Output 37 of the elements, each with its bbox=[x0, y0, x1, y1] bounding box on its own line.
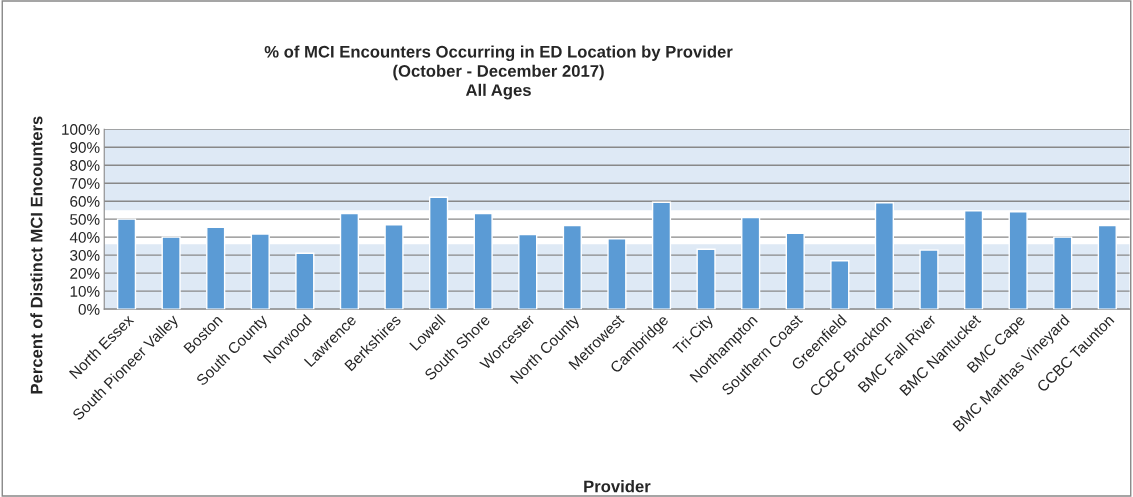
bar bbox=[428, 196, 449, 310]
bar bbox=[741, 216, 761, 310]
x-axis-title: Provider bbox=[584, 480, 651, 493]
y-tick-label: 80% bbox=[70, 160, 100, 171]
bar bbox=[384, 224, 404, 310]
bar bbox=[785, 232, 805, 310]
y-tick-label: 30% bbox=[70, 250, 100, 261]
bar bbox=[206, 226, 226, 310]
y-tick-label: 100% bbox=[62, 124, 100, 135]
bar bbox=[919, 249, 939, 310]
bar bbox=[696, 248, 716, 310]
bar bbox=[116, 218, 137, 310]
bar bbox=[562, 224, 582, 310]
y-tick-label: 40% bbox=[69, 232, 100, 243]
bar bbox=[473, 212, 493, 310]
bar bbox=[963, 210, 984, 310]
bar bbox=[250, 233, 270, 310]
y-tick-label: 60% bbox=[70, 196, 100, 207]
bar bbox=[1008, 211, 1028, 310]
y-tick-label: 70% bbox=[70, 178, 100, 189]
bar bbox=[651, 201, 672, 310]
chart-title: % of MCI Encounters Occurring in ED Location by Provider (October - December 2017) All Ages bbox=[264, 45, 733, 100]
y-tick-label: 90% bbox=[70, 142, 100, 153]
y-axis-title: Percent of Distinct MCI Encounters bbox=[30, 116, 43, 394]
bar bbox=[607, 238, 627, 310]
y-tick-label: 20% bbox=[70, 268, 100, 279]
bar bbox=[518, 233, 538, 310]
y-tick-label: 0% bbox=[78, 304, 100, 315]
bar bbox=[339, 212, 360, 310]
y-tick-label: 10% bbox=[70, 286, 100, 297]
bar bbox=[1053, 236, 1073, 310]
y-tick-label: 50% bbox=[70, 214, 100, 225]
bar bbox=[295, 252, 315, 310]
bar bbox=[874, 202, 895, 310]
bar bbox=[830, 260, 850, 310]
bar bbox=[161, 236, 181, 310]
bar bbox=[1097, 224, 1117, 310]
